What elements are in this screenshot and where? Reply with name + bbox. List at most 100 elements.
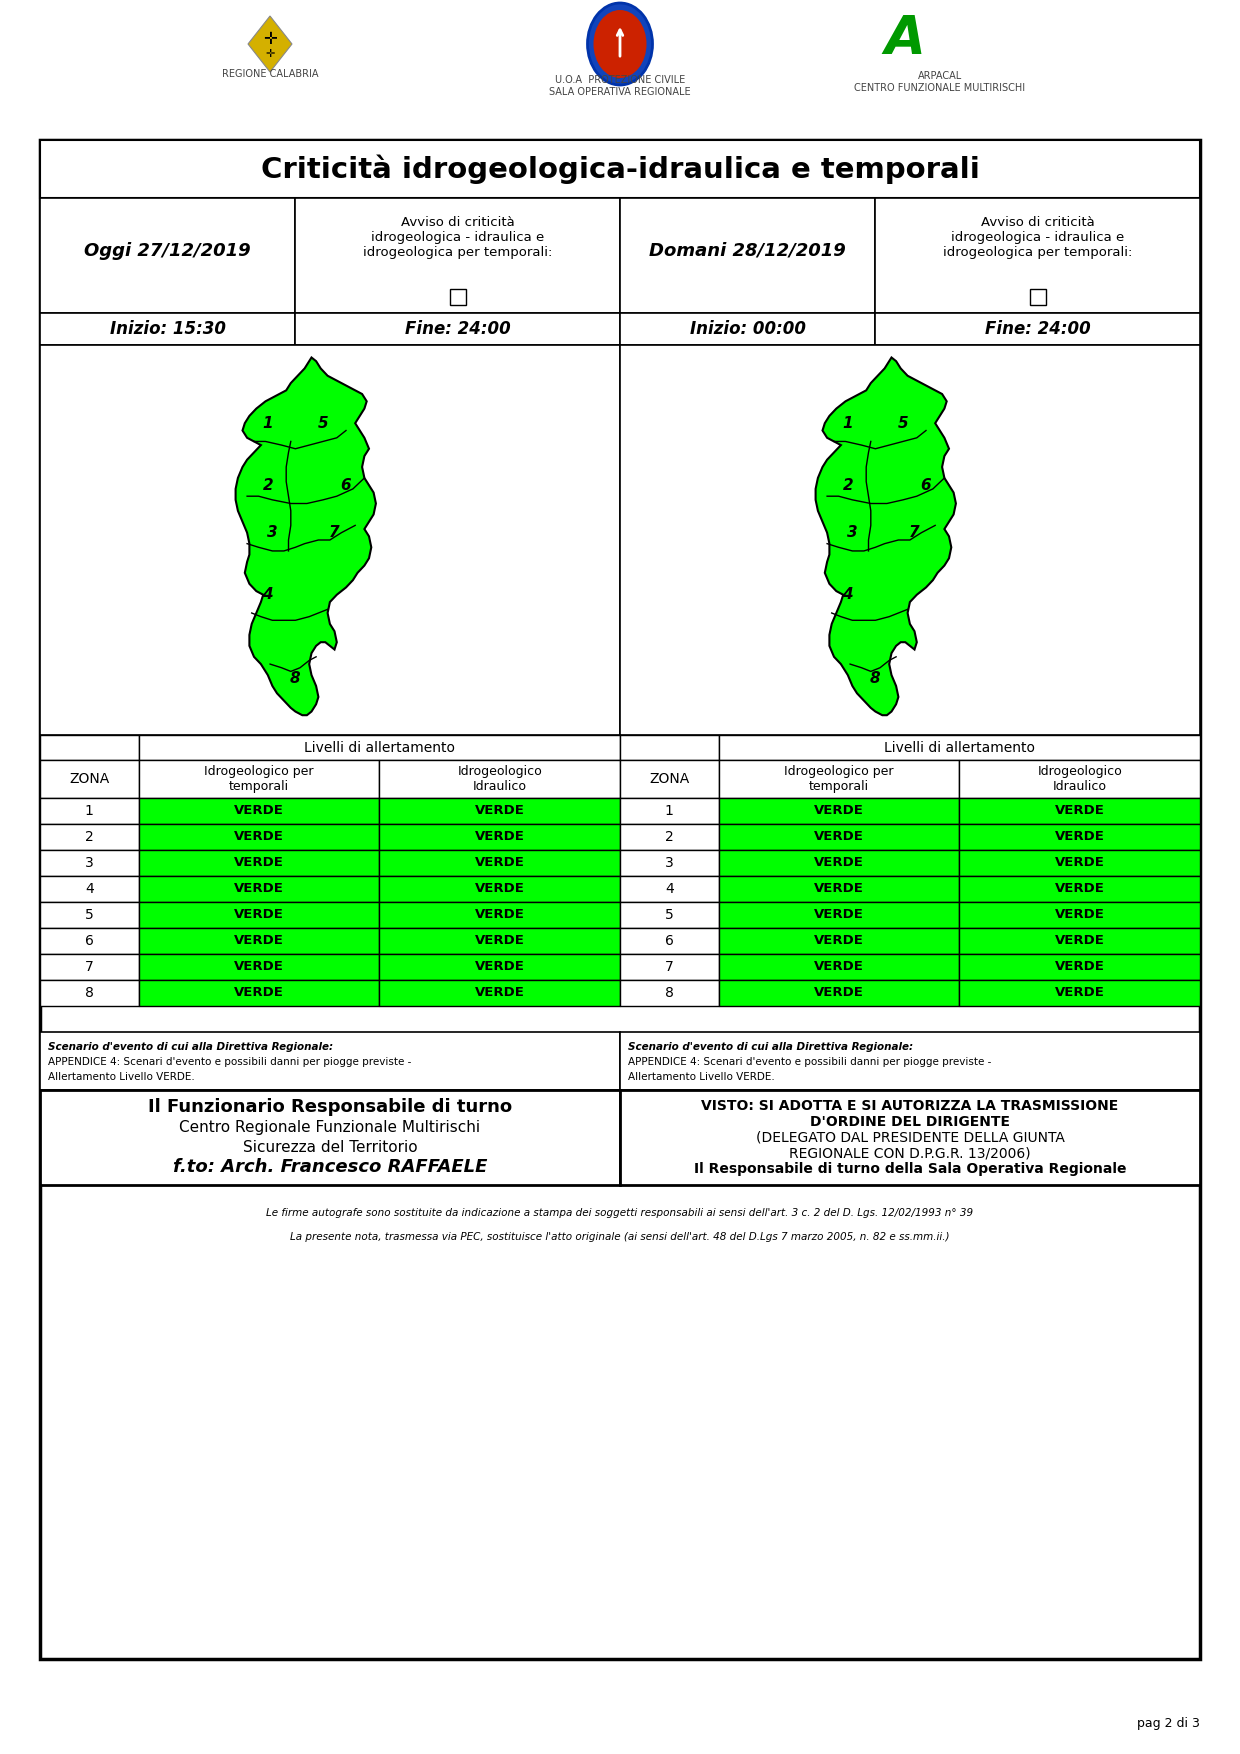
Text: 5: 5	[665, 909, 673, 923]
Text: VERDE: VERDE	[813, 935, 864, 947]
Bar	[960, 798, 1200, 824]
Bar	[450, 289, 465, 305]
Text: Inizio: 00:00: Inizio: 00:00	[689, 319, 806, 339]
Text: f.to: Arch. Francesco RAFFAELE: f.to: Arch. Francesco RAFFAELE	[172, 1158, 487, 1177]
Bar	[40, 1089, 620, 1186]
Bar	[719, 824, 960, 851]
Text: VERDE: VERDE	[1055, 856, 1105, 870]
Bar	[719, 875, 960, 902]
Text: VERDE: VERDE	[1055, 935, 1105, 947]
Bar	[719, 928, 960, 954]
Bar	[960, 759, 1200, 798]
Text: 4: 4	[665, 882, 673, 896]
Text: 5: 5	[84, 909, 94, 923]
Text: VERDE: VERDE	[1055, 882, 1105, 896]
Bar	[139, 928, 379, 954]
Text: Il Funzionario Responsabile di turno: Il Funzionario Responsabile di turno	[148, 1098, 512, 1117]
Text: Idrogeologico
Idraulico: Idrogeologico Idraulico	[458, 765, 542, 793]
Bar	[719, 980, 960, 1007]
Text: VERDE: VERDE	[1055, 961, 1105, 973]
Bar	[40, 851, 139, 875]
Text: VERDE: VERDE	[813, 805, 864, 817]
Bar	[719, 902, 960, 928]
Text: VERDE: VERDE	[1055, 830, 1105, 844]
Text: Livelli di allertamento: Livelli di allertamento	[304, 740, 455, 754]
Text: 7: 7	[84, 959, 94, 973]
Text: VERDE: VERDE	[475, 856, 525, 870]
Text: REGIONE CALABRIA: REGIONE CALABRIA	[222, 68, 319, 79]
Bar	[139, 902, 379, 928]
Text: Avviso di criticità
idrogeologica - idraulica e
idrogeologica per temporali:: Avviso di criticità idrogeologica - idra…	[363, 216, 552, 260]
Bar	[379, 954, 620, 980]
Text: U.O.A  PROTEZIONE CIVILE
SALA OPERATIVA REGIONALE: U.O.A PROTEZIONE CIVILE SALA OPERATIVA R…	[549, 75, 691, 96]
Bar	[620, 928, 719, 954]
Polygon shape	[248, 16, 291, 72]
Bar	[295, 312, 620, 346]
Text: Inizio: 15:30: Inizio: 15:30	[109, 319, 226, 339]
Text: D'ORDINE DEL DIRIGENTE: D'ORDINE DEL DIRIGENTE	[810, 1114, 1011, 1128]
Text: 3: 3	[665, 856, 673, 870]
Text: 6: 6	[920, 477, 931, 493]
Bar	[40, 875, 139, 902]
Polygon shape	[816, 358, 956, 716]
Text: Idrogeologico
Idraulico: Idrogeologico Idraulico	[1038, 765, 1122, 793]
Text: Le firme autografe sono sostituite da indicazione a stampa dei soggetti responsa: Le firme autografe sono sostituite da in…	[267, 1209, 973, 1217]
Bar	[719, 798, 960, 824]
Bar	[379, 798, 620, 824]
Bar	[620, 798, 719, 824]
Bar	[379, 824, 620, 851]
Bar	[620, 954, 719, 980]
Bar	[40, 735, 139, 759]
Text: Avviso di criticità
idrogeologica - idraulica e
idrogeologica per temporali:: Avviso di criticità idrogeologica - idra…	[942, 216, 1132, 260]
Bar	[620, 1031, 1200, 1089]
Text: Scenario d'evento di cui alla Direttiva Regionale:: Scenario d'evento di cui alla Direttiva …	[48, 1042, 334, 1052]
Text: 2: 2	[842, 477, 853, 493]
Ellipse shape	[594, 11, 646, 77]
Bar	[379, 851, 620, 875]
Bar	[960, 902, 1200, 928]
Bar	[620, 824, 719, 851]
Text: VERDE: VERDE	[813, 986, 864, 1000]
Text: 1: 1	[842, 416, 853, 431]
Text: VERDE: VERDE	[475, 961, 525, 973]
Bar	[40, 824, 139, 851]
Text: ZONA: ZONA	[69, 772, 109, 786]
Bar	[960, 824, 1200, 851]
Text: 3: 3	[84, 856, 94, 870]
Bar	[40, 312, 295, 346]
Text: VERDE: VERDE	[234, 830, 284, 844]
Text: Allertamento Livello VERDE.: Allertamento Livello VERDE.	[627, 1072, 775, 1082]
Text: ✛: ✛	[265, 49, 275, 60]
Text: Il Responsabile di turno della Sala Operativa Regionale: Il Responsabile di turno della Sala Oper…	[693, 1163, 1126, 1177]
Bar	[139, 759, 379, 798]
Text: Sicurezza del Territorio: Sicurezza del Territorio	[243, 1140, 418, 1154]
Text: Centro Regionale Funzionale Multirischi: Centro Regionale Funzionale Multirischi	[180, 1121, 481, 1135]
Text: VERDE: VERDE	[813, 856, 864, 870]
Bar	[875, 198, 1200, 312]
Text: Allertamento Livello VERDE.: Allertamento Livello VERDE.	[48, 1072, 195, 1082]
Text: pag 2 di 3: pag 2 di 3	[1137, 1717, 1200, 1731]
Text: VERDE: VERDE	[234, 909, 284, 921]
Text: 8: 8	[290, 672, 301, 686]
Text: VERDE: VERDE	[234, 856, 284, 870]
Text: 5: 5	[317, 416, 329, 431]
Text: 3: 3	[267, 524, 278, 540]
Ellipse shape	[588, 4, 652, 84]
Bar	[379, 980, 620, 1007]
Text: Idrogeologico per
temporali: Idrogeologico per temporali	[205, 765, 314, 793]
Text: VERDE: VERDE	[234, 961, 284, 973]
Bar	[379, 902, 620, 928]
Text: VERDE: VERDE	[475, 909, 525, 921]
Bar	[620, 759, 719, 798]
Text: 2: 2	[665, 830, 673, 844]
Bar	[40, 798, 139, 824]
Bar	[960, 954, 1200, 980]
Bar	[620, 346, 1200, 735]
Text: VERDE: VERDE	[1055, 805, 1105, 817]
Bar	[379, 928, 620, 954]
Text: Fine: 24:00: Fine: 24:00	[404, 319, 511, 339]
Bar	[40, 140, 1200, 1659]
Text: Scenario d'evento di cui alla Direttiva Regionale:: Scenario d'evento di cui alla Direttiva …	[627, 1042, 913, 1052]
Bar	[139, 851, 379, 875]
Text: 5: 5	[898, 416, 909, 431]
